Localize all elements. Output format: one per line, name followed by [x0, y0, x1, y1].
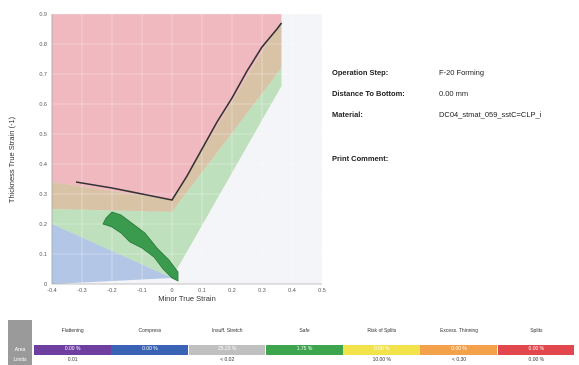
x-tick-label: 0.4	[288, 288, 296, 294]
x-tick-label: 0.3	[258, 288, 266, 294]
legend-header: Excess. Thinning	[440, 328, 479, 334]
y-tick-label: 0	[44, 282, 47, 288]
chart-regions	[52, 14, 322, 284]
legend-swatch	[420, 345, 498, 355]
flc-curve	[75, 22, 283, 201]
y-tick-label: 0.3	[39, 192, 47, 198]
y-axis-label: Thickness True Strain (-1)	[7, 116, 16, 203]
legend-header: Splits	[530, 328, 543, 334]
y-tick-label: 0.6	[39, 102, 47, 108]
x-tick-label: -0.4	[47, 288, 56, 294]
region-0	[52, 14, 282, 200]
region-1	[52, 20, 282, 212]
legend-percent: 0.00 %	[142, 346, 158, 352]
strain-points	[102, 211, 179, 282]
legend-swatch	[111, 345, 189, 355]
legend-percent: 0.00 %	[373, 346, 390, 352]
operation-step-label: Operation Step:	[332, 68, 389, 77]
legend-percent: 25.23 %	[218, 346, 237, 352]
x-tick-label: -0.1	[137, 288, 146, 294]
legend-percent: 0.00 %	[528, 346, 545, 352]
y-tick-label: 0.7	[39, 72, 47, 78]
x-tick-label: 0.1	[198, 288, 206, 294]
legend-header: Compress	[138, 328, 162, 334]
legend-limit: 0.01	[67, 357, 78, 363]
legend-swatch	[265, 345, 343, 355]
x-tick-label: -0.3	[77, 288, 86, 294]
legend-header: Safe	[299, 328, 310, 334]
x-tick-label: 0.5	[318, 288, 326, 294]
chart-axes: -0.4 -0.3 -0.2 -0.1 0 0.1 0.2 0.3 0.4 0.5 0 0.1 0.2 0…	[39, 12, 325, 294]
distance-label: Distance To Bottom:	[332, 89, 405, 98]
y-tick-label: 0.9	[39, 12, 47, 18]
flc-chart: -0.4 -0.3 -0.2 -0.1 0 0.1 0.2 0.3 0.4 0.5 0 0.1 0.2 0…	[7, 12, 326, 303]
y-tick-label: 0.1	[39, 252, 47, 258]
flc-line	[75, 22, 283, 201]
legend-swatch	[34, 345, 111, 355]
y-tick-label: 0.2	[39, 222, 47, 228]
operation-step-value: F-20 Forming	[439, 68, 485, 77]
y-tick-label: 0.8	[39, 42, 47, 48]
truncated-header	[332, 0, 572, 6]
legend-header: Flattening	[61, 328, 84, 334]
y-tick-label: 0.4	[39, 162, 47, 168]
x-tick-label: 0	[170, 288, 173, 294]
legend-limits-label: Limits	[13, 357, 27, 363]
distance-value: 0.00 mm	[439, 89, 469, 98]
legend-row-header: Area Limits	[8, 320, 32, 365]
legend-limit: 0.00 %	[528, 357, 545, 363]
legend-swatch	[343, 345, 420, 355]
legend-swatch	[188, 345, 266, 355]
legend-limit: < 0.02	[220, 357, 235, 363]
y-tick-label: 0.5	[39, 132, 47, 138]
material-value: DC04_stmat_059_sstC=CLP_i	[439, 110, 542, 119]
legend-percent: 1.75 %	[296, 346, 313, 352]
x-axis-label: Minor True Strain	[158, 294, 216, 303]
legend-percent: 0.00 %	[451, 346, 467, 352]
legend-percent: 0.00 %	[64, 346, 81, 352]
legend-swatch	[497, 345, 575, 355]
print-comment-label: Print Comment:	[332, 154, 389, 163]
legend-limit: < 0.30	[452, 357, 467, 363]
legend-limit: 10.00 %	[372, 357, 391, 363]
strain-cloud	[102, 211, 179, 282]
legend-area-label: Area	[14, 347, 26, 353]
legend-header: Risk of Splits	[367, 328, 397, 334]
material-label: Material:	[332, 110, 363, 119]
x-tick-label: 0.2	[228, 288, 236, 294]
legend-header: Insuff. Stretch	[211, 328, 243, 334]
x-tick-label: -0.2	[107, 288, 116, 294]
